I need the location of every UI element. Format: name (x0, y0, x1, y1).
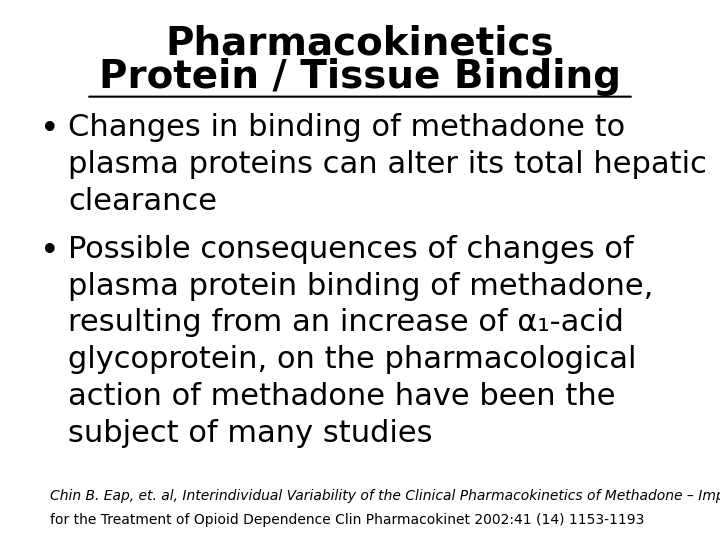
Text: plasma protein binding of methadone,: plasma protein binding of methadone, (68, 272, 654, 301)
Text: Protein / Tissue Binding: Protein / Tissue Binding (99, 58, 621, 96)
Text: clearance: clearance (68, 187, 217, 216)
Text: glycoprotein, on the pharmacological: glycoprotein, on the pharmacological (68, 345, 637, 374)
Text: plasma proteins can alter its total hepatic: plasma proteins can alter its total hepa… (68, 150, 707, 179)
Text: for the Treatment of Opioid Dependence Clin Pharmacokinet 2002:41 (14) 1153-1193: for the Treatment of Opioid Dependence C… (50, 513, 645, 527)
Text: Changes in binding of methadone to: Changes in binding of methadone to (68, 113, 626, 143)
Text: action of methadone have been the: action of methadone have been the (68, 382, 616, 411)
Text: •: • (40, 235, 59, 268)
Text: Chin B. Eap, et. al, Interindividual Variability of the Clinical Pharmacokinetic: Chin B. Eap, et. al, Interindividual Var… (50, 489, 720, 503)
Text: Pharmacokinetics: Pharmacokinetics (166, 24, 554, 62)
Text: resulting from an increase of α₁-acid: resulting from an increase of α₁-acid (68, 308, 624, 338)
Text: •: • (40, 113, 59, 146)
Text: subject of many studies: subject of many studies (68, 418, 433, 448)
Text: Possible consequences of changes of: Possible consequences of changes of (68, 235, 634, 264)
